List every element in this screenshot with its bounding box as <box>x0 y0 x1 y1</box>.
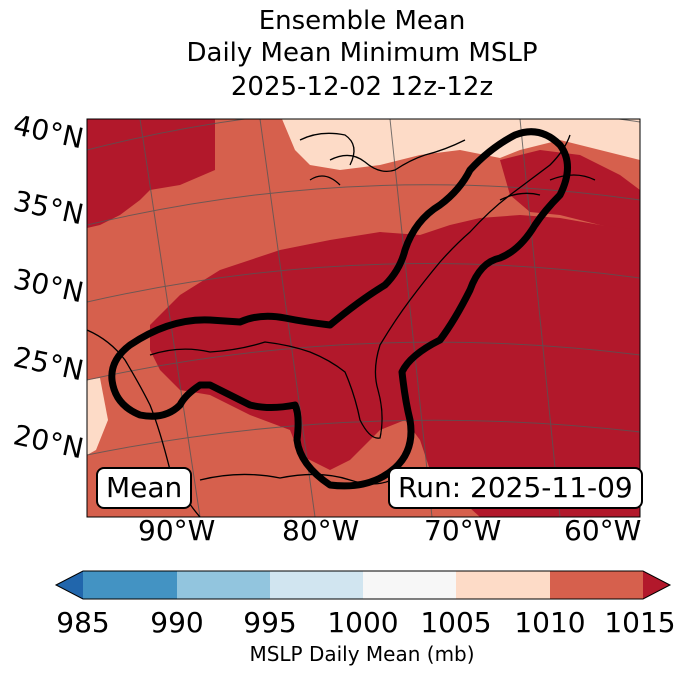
colorbar <box>54 570 672 600</box>
colorbar-label: MSLP Daily Mean (mb) <box>249 642 475 666</box>
lon-label-80w: 80°W <box>282 514 360 547</box>
lon-label-60w: 60°W <box>564 514 642 547</box>
run-date-box: Run: 2025-11-09 <box>388 467 643 509</box>
map-frame <box>86 118 641 518</box>
colorbar-bin-1000-1005 <box>363 571 456 599</box>
field-1015-main <box>150 215 640 517</box>
title-line-1: Ensemble Mean <box>258 6 466 36</box>
field-1005-1010-sw <box>87 378 108 455</box>
colorbar-tick-1000: 1000 <box>327 606 399 639</box>
colorbar-tick-985: 985 <box>56 606 110 639</box>
colorbar-tick-990: 990 <box>150 606 204 639</box>
field-1005-1010-north <box>282 119 640 170</box>
lon-label-90w: 90°W <box>138 514 216 547</box>
colorbar-bin-995-1000 <box>270 571 363 599</box>
colorbar-bin-990-995 <box>177 571 270 599</box>
title-line-2: Daily Mean Minimum MSLP <box>186 38 538 68</box>
title-line-3: 2025-12-02 12z-12z <box>230 72 494 102</box>
colorbar-extend-low <box>56 571 83 599</box>
colorbar-tick-1010: 1010 <box>514 606 586 639</box>
colorbar-extend-high <box>643 571 670 599</box>
colorbar-tick-995: 995 <box>243 606 297 639</box>
field-1015-northeast <box>500 150 640 230</box>
field-1015-northwest <box>87 119 215 228</box>
colorbar-tick-1005: 1005 <box>420 606 492 639</box>
lon-label-70w: 70°W <box>424 514 502 547</box>
map-fields <box>87 119 640 517</box>
colorbar-tick-1015: 1015 <box>604 606 676 639</box>
colorbar-bin-1010-1015 <box>550 571 643 599</box>
mean-label-box: Mean <box>96 467 193 509</box>
colorbar-outline <box>54 570 672 600</box>
colorbar-bin-1005-1010 <box>456 571 550 599</box>
thick-contour <box>108 128 571 490</box>
colorbar-bin-985-990 <box>83 571 177 599</box>
